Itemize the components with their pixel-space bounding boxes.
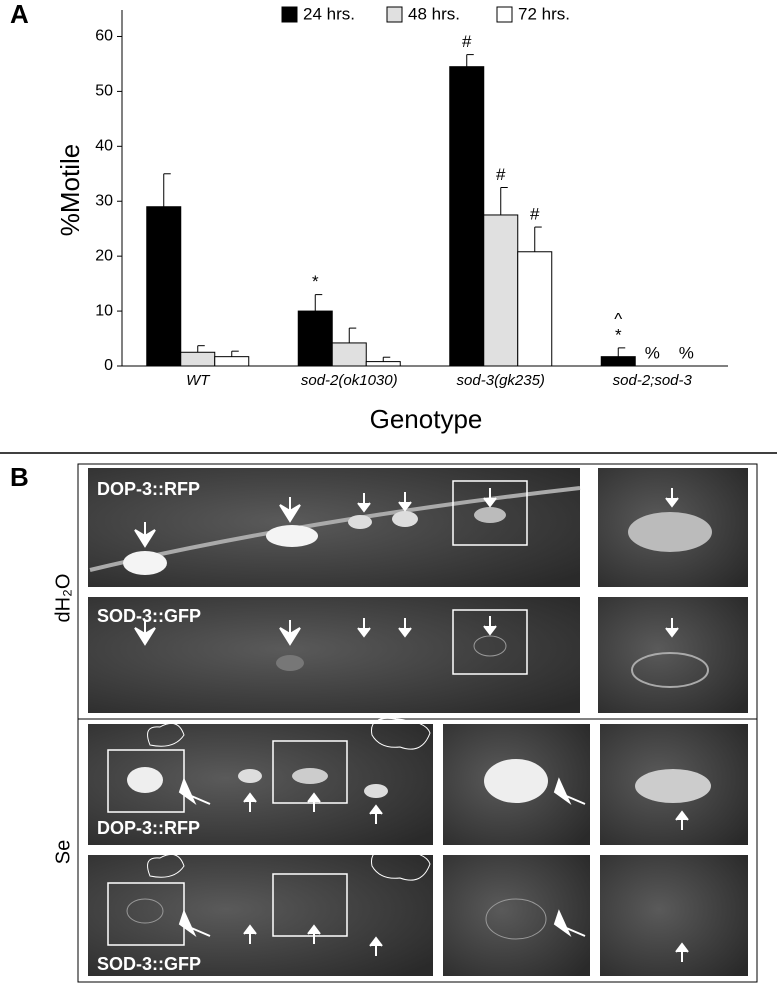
cell [238,769,262,783]
micrograph [443,855,590,976]
cell [631,652,709,688]
y-tick-label: 30 [95,192,113,209]
row-label: Se [52,840,74,864]
cell [348,515,372,529]
panel-frame [77,463,758,983]
arrows [134,488,689,962]
legend-swatch [386,6,403,23]
image-label: DOP-3::RFP [97,479,200,499]
cell [485,898,547,940]
zoom-box [272,873,348,937]
cell [126,898,164,924]
y-tick-label: 10 [95,302,113,319]
bar [517,251,553,367]
y-tick-label: 0 [104,357,113,374]
cell [266,525,318,547]
outline [147,853,185,878]
zoom-box [452,480,528,546]
micrograph [88,468,580,587]
legend-swatch [496,6,513,23]
micrographs: DOP-3::RFP SOD-3::GFP DOP-3::RFP SOD-3::… [88,468,748,976]
y-tick-label: 60 [95,28,113,45]
row-label: dH₂O [52,574,74,623]
x-axis-label: Genotype [370,404,483,434]
bar [214,356,250,367]
significance-marker: ^ [614,309,622,328]
outline [147,722,185,747]
significance-marker: % [645,343,660,362]
image-label: SOD-3::GFP [97,954,201,974]
significance-marker: # [462,32,472,51]
bar [297,310,333,367]
significance-marker: * [312,272,319,291]
cell [392,511,418,527]
x-tick-label: WT [186,372,211,389]
x-tick-label: sod-2(ok1030) [301,372,398,389]
bar [483,214,519,367]
image-label: SOD-3::GFP [97,606,201,626]
outline [371,848,431,881]
y-axis-label: %Motile [55,144,85,236]
cell [123,551,167,575]
bar [180,351,216,367]
zoom-box [452,609,528,675]
bar [331,342,367,367]
y-tick-label: 50 [95,83,113,100]
micrograph [600,855,748,976]
cell [628,512,712,552]
significance-marker: % [679,343,694,362]
cell [292,768,328,784]
bar [365,361,401,367]
significance-marker: # [496,165,506,184]
cell [473,635,507,657]
panel-label: B [10,462,29,492]
cell [276,655,304,671]
panel-label: A [10,0,29,29]
zoom-box [272,740,348,804]
image-label: DOP-3::RFP [97,818,200,838]
cell [364,784,388,798]
cell [484,759,548,803]
bar [600,356,636,367]
micrograph [598,597,748,713]
significance-marker: * [615,325,622,344]
cell [635,769,711,803]
y-tick-label: 40 [95,138,113,155]
bar [146,206,182,367]
bar [449,66,485,367]
outline [371,717,431,750]
x-tick-label: sod-2;sod-3 [613,372,693,389]
legend-label: 72 hrs. [518,4,570,23]
y-tick-label: 20 [95,247,113,264]
significance-marker: # [530,205,540,224]
legend-swatch [281,6,298,23]
cell [127,767,163,793]
legend-label: 48 hrs. [408,4,460,23]
legend-label: 24 hrs. [303,4,355,23]
cell [474,507,506,523]
x-tick-label: sod-3(gk235) [457,372,545,389]
